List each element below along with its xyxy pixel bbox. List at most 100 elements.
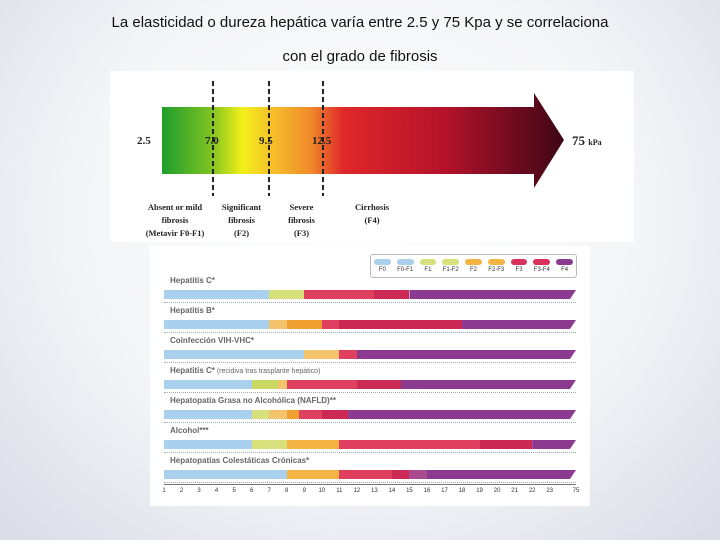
fibrosis-by-disease-chart: F0 F0-F1 F1 F1-F2 F2 F2-F3 F3 F3-F4 F4 Hepatitis… [150, 246, 590, 506]
legend-swatch [419, 259, 437, 265]
legend-swatch [487, 259, 505, 265]
row-separator [164, 362, 576, 363]
x-tick-label: 6 [249, 488, 254, 494]
row-separator [164, 332, 576, 333]
bar-segment [401, 380, 576, 389]
legend-label: F4 [561, 267, 569, 273]
bar-segment [286, 410, 299, 419]
bar-segment [286, 440, 340, 449]
x-tick-label: 9 [302, 488, 306, 494]
bar-segment [356, 380, 401, 389]
row-label: Hepatopatías Colestáticas Crónicas* [170, 456, 310, 465]
x-tick-label: 20 [493, 488, 501, 494]
legend-swatch [533, 259, 551, 265]
row-separator [164, 392, 576, 393]
bar-segment [479, 440, 533, 449]
stage-label-f2: Significant fibrosis (F2) [221, 202, 262, 238]
bar-segment [164, 410, 252, 419]
bar-segment [269, 290, 305, 299]
cutoff-label-2: 9.5 [259, 135, 273, 147]
bar-segment [339, 470, 392, 479]
legend-label: F2-F3 [488, 267, 505, 273]
x-tick-label: 75 [572, 488, 580, 494]
x-tick-label: 5 [232, 488, 236, 494]
bar-segment [164, 290, 270, 299]
bar-segment [251, 410, 270, 419]
x-tick-label: 8 [285, 488, 289, 494]
row-separator [164, 422, 576, 423]
bar-segment [304, 290, 375, 299]
bar-segment [357, 350, 576, 359]
legend-label: F2 [469, 267, 477, 273]
bar-segment [286, 320, 322, 329]
x-tick-label: 4 [214, 488, 219, 494]
legend-label: F3 [515, 267, 523, 273]
x-tick-label: 1 [162, 488, 166, 494]
cutoff-label-3: 12.5 [312, 135, 332, 147]
bar-segment [409, 470, 427, 479]
stage-label-f3: Severe fibrosis (F3) [288, 202, 315, 238]
elasticity-arrow-graphic [162, 81, 564, 196]
slide-title-line-1: La elasticidad o dureza hepática varía e… [111, 14, 609, 31]
legend-swatch [510, 259, 528, 265]
x-tick-label: 17 [441, 488, 448, 494]
bar-segment [164, 470, 287, 479]
bar-segment [339, 440, 480, 449]
x-tick-label: 18 [458, 488, 466, 494]
bar-segment [298, 410, 322, 419]
bar-segment [269, 320, 287, 329]
row-separator [164, 302, 576, 303]
x-axis [164, 484, 576, 485]
bar-segment [321, 410, 349, 419]
x-tick-label: 7 [267, 488, 271, 494]
stage-label-f0-f1: Absent or mild fibrosis (Metavir F0-F1) [145, 202, 205, 238]
bar-segment [164, 380, 252, 389]
scale-min-label: 2.5 [137, 135, 151, 147]
x-tick-label: 13 [371, 488, 378, 494]
row-label: Hepatitis C* [170, 276, 215, 285]
legend-swatch [396, 259, 414, 265]
bar-segment [164, 320, 270, 329]
bar-segment [321, 320, 340, 329]
bar-segment [286, 380, 357, 389]
bar-segment [339, 320, 463, 329]
bar-segment [532, 440, 576, 449]
legend-swatch [374, 259, 391, 265]
row-label: Hepatopatía Grasa no Alcohólica (NAFLD)*… [170, 396, 336, 405]
row-separator [164, 452, 576, 453]
bar-segment [374, 290, 410, 299]
legend-label: F1 [424, 267, 432, 273]
bar-segment [164, 350, 305, 359]
legend-label: F0 [378, 267, 386, 273]
slide-title-line-2: con el grado de fibrosis [282, 48, 438, 65]
row-separator [164, 482, 576, 483]
x-tick-label: 23 [546, 488, 554, 494]
scale-max-label: 75 kPa [572, 133, 602, 148]
row-label: Hepatitis B* [170, 306, 215, 315]
x-tick-label: 2 [179, 488, 184, 494]
legend-swatch [442, 259, 460, 265]
x-tick-label: 3 [197, 488, 201, 494]
bar-segment [286, 470, 340, 479]
legend-label: F1-F2 [442, 267, 459, 273]
bar-segment [164, 440, 252, 449]
bar-segment [339, 350, 357, 359]
bar-segment [391, 470, 410, 479]
x-tick-label: 19 [476, 488, 483, 494]
x-tick-label: 11 [336, 488, 343, 494]
cutoff-label-1: 7.0 [205, 135, 219, 147]
x-tick-label: 15 [406, 488, 413, 494]
x-tick-label: 12 [353, 488, 361, 494]
legend-label: F3-F4 [533, 267, 550, 273]
bar-segment [277, 380, 287, 389]
bar-segment [251, 380, 278, 389]
bar-segment [304, 350, 340, 359]
legend-label: F0-F1 [397, 267, 414, 273]
x-tick-label: 14 [388, 488, 396, 494]
bar-segment [251, 440, 287, 449]
scale-unit: kPa [588, 138, 602, 147]
chart-legend: F0 F0-F1 F1 F1-F2 F2 F2-F3 F3 F3-F4 F4 [370, 254, 577, 278]
legend-swatch [556, 259, 573, 265]
elasticity-arrow [162, 93, 564, 188]
bar-segment [409, 290, 576, 299]
